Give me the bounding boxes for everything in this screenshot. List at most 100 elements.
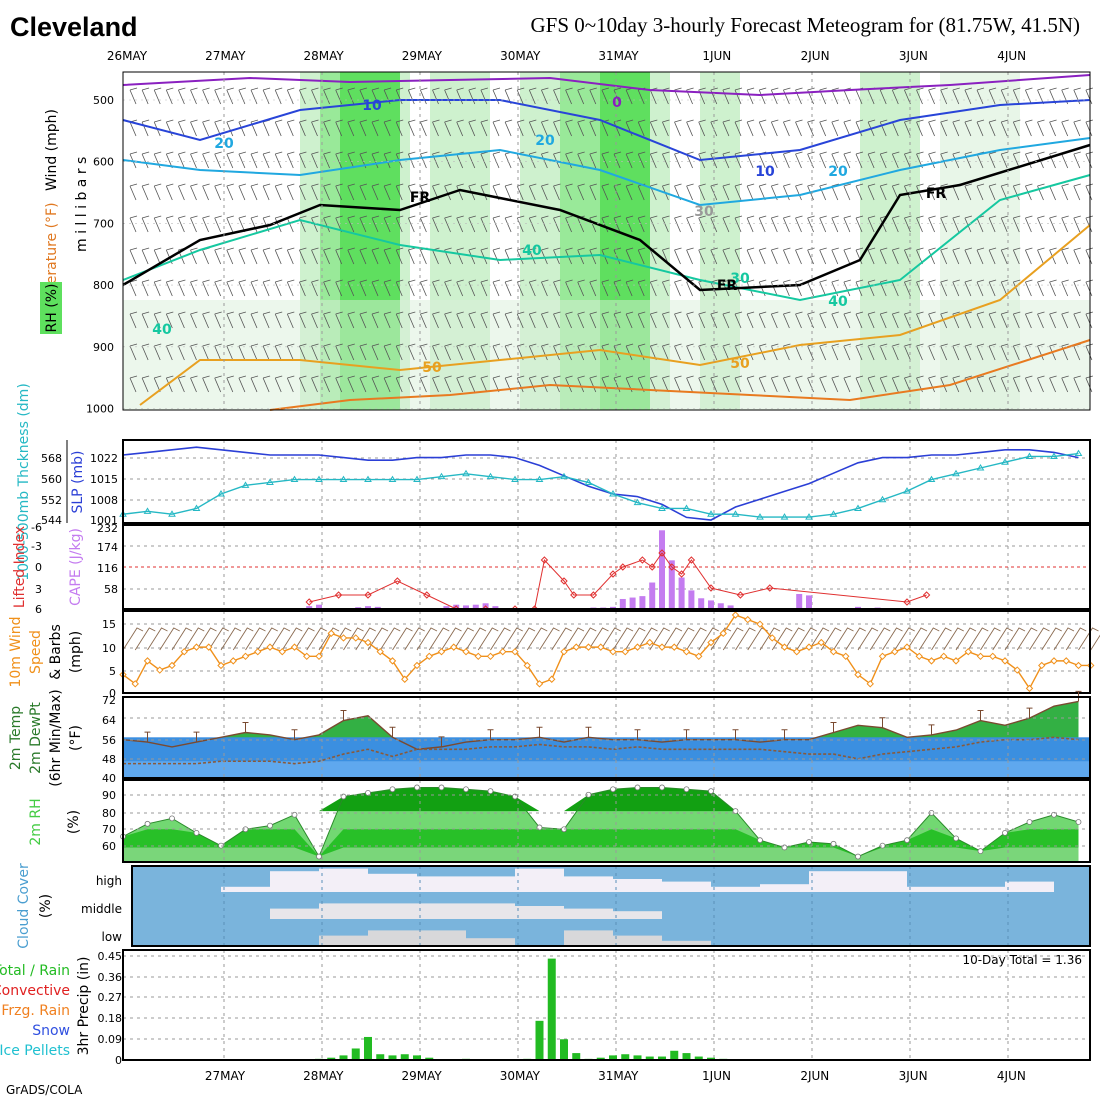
- upper-wind-barb: [674, 215, 682, 233]
- upper-wind-barb: [226, 343, 234, 361]
- surface-wind-barb: [220, 627, 242, 651]
- upper-wind-barb: [214, 311, 222, 329]
- upper-wind-barb: [649, 279, 658, 297]
- cape-bar: [619, 598, 626, 609]
- upper-wind-barb: [746, 375, 755, 393]
- li-marker: [736, 591, 745, 599]
- upper-wind-barb: [988, 119, 997, 137]
- cloud-tick: middle: [81, 902, 122, 916]
- minmax-whisker: [487, 729, 494, 740]
- rh-marker: [855, 853, 861, 860]
- upper-wind-barb: [1073, 119, 1081, 137]
- contour-label: 40: [828, 294, 848, 310]
- upper-wind-barb: [928, 183, 936, 201]
- upper-wind-barb: [528, 375, 537, 393]
- legend-entry: Total / Rain: [0, 963, 70, 979]
- upper-wind-barb: [1085, 375, 1094, 393]
- upper-wind-barb: [250, 343, 259, 361]
- upper-wind-barb: [1073, 87, 1081, 105]
- cape-bar: [443, 606, 450, 609]
- upper-wind-barb: [879, 183, 888, 201]
- upper-wind-barb: [565, 183, 573, 201]
- upper-wind-barb: [528, 247, 537, 265]
- upper-wind-barb: [504, 311, 513, 329]
- upper-wind-barb: [843, 311, 852, 329]
- wind-speed-marker: [915, 652, 923, 661]
- precip-bar: [413, 1055, 421, 1060]
- upper-wind-barb: [553, 87, 561, 105]
- upper-wind-barb: [577, 375, 585, 393]
- cape-bar: [806, 595, 812, 609]
- contour-label: 50: [730, 356, 750, 372]
- temp2m-unit: (°F): [68, 725, 84, 751]
- upper-wind-barb: [456, 183, 464, 201]
- upper-wind-barb: [214, 183, 222, 201]
- wind-speed-marker: [425, 652, 433, 661]
- upper-wind-barb: [637, 151, 646, 169]
- precip-bar: [535, 1020, 544, 1060]
- upper-wind-barb: [528, 279, 537, 297]
- upper-wind-barb: [129, 375, 138, 393]
- upper-wind-barb: [129, 183, 138, 201]
- upper-wind-barb: [988, 247, 997, 265]
- upper-wind-barb: [867, 247, 876, 265]
- surface-wind-barb: [637, 627, 658, 651]
- li-marker: [687, 556, 696, 564]
- wind-speed-marker: [205, 643, 213, 651]
- upper-wind-barb: [686, 183, 694, 201]
- upper-wind-barb: [528, 215, 537, 233]
- upper-wind-barb: [165, 119, 174, 137]
- minmax-whisker: [879, 717, 886, 728]
- upper-wind-barb: [976, 183, 985, 201]
- upper-wind-barb: [214, 343, 222, 361]
- upper-wind-barb: [226, 311, 234, 329]
- cloud-block: [613, 879, 662, 892]
- surface-wind-barb: [1078, 627, 1099, 651]
- upper-wind-barb: [831, 215, 839, 233]
- upper-wind-barb: [492, 151, 501, 169]
- upper-wind-barb: [165, 375, 174, 393]
- upper-wind-barb: [904, 119, 912, 137]
- thickness-marker: [633, 498, 642, 506]
- precip-bar: [670, 1050, 679, 1060]
- precip-legend: Total / Rain Convective Frzg. Rain Snow Ice …: [0, 963, 70, 1059]
- upper-wind-barb: [480, 311, 489, 329]
- upper-wind-barb: [359, 119, 368, 137]
- surface-wind-barb: [931, 627, 952, 651]
- cape-tick: 232: [97, 522, 118, 535]
- cape-bar: [453, 604, 460, 609]
- upper-wind-barb: [601, 375, 610, 393]
- upper-wind-barb: [1085, 279, 1094, 297]
- upper-wind-barb: [190, 183, 198, 201]
- upper-wind-barb: [274, 375, 283, 393]
- upper-wind-barb: [976, 247, 985, 265]
- upper-wind-barb: [1085, 343, 1094, 361]
- upper-wind-barb: [843, 247, 852, 265]
- surface-wind-barb: [208, 627, 229, 651]
- wind-speed-marker: [413, 661, 421, 670]
- upper-wind-barb: [504, 119, 513, 137]
- upper-wind-barb: [698, 183, 706, 201]
- contour-label: 40: [152, 322, 172, 338]
- upper-wind-barb: [770, 311, 779, 329]
- thickness-marker: [266, 478, 274, 485]
- upper-wind-barb: [613, 375, 622, 393]
- upper-wind-barb: [698, 215, 706, 233]
- upper-wind-barb: [165, 343, 174, 361]
- upper-wind-barb: [468, 279, 476, 297]
- precip-bar: [621, 1054, 630, 1060]
- thickness-marker: [217, 490, 225, 497]
- upper-wind-barb: [589, 311, 597, 329]
- upper-wind-barb: [565, 119, 573, 137]
- upper-wind-barb: [371, 375, 380, 393]
- thickness-marker: [241, 481, 250, 488]
- bottom-date-label: 29MAY: [401, 1069, 442, 1083]
- upper-wind-barb: [480, 183, 489, 201]
- wind-side-label: Wind (mph): [44, 109, 60, 191]
- thickness-marker: [658, 504, 666, 511]
- upper-wind-barb: [141, 279, 150, 297]
- pressure-level-tick: 600: [93, 156, 114, 169]
- upper-wind-barb: [577, 183, 585, 201]
- thickness-tick: 568: [41, 452, 62, 465]
- upper-wind-barb: [831, 183, 839, 201]
